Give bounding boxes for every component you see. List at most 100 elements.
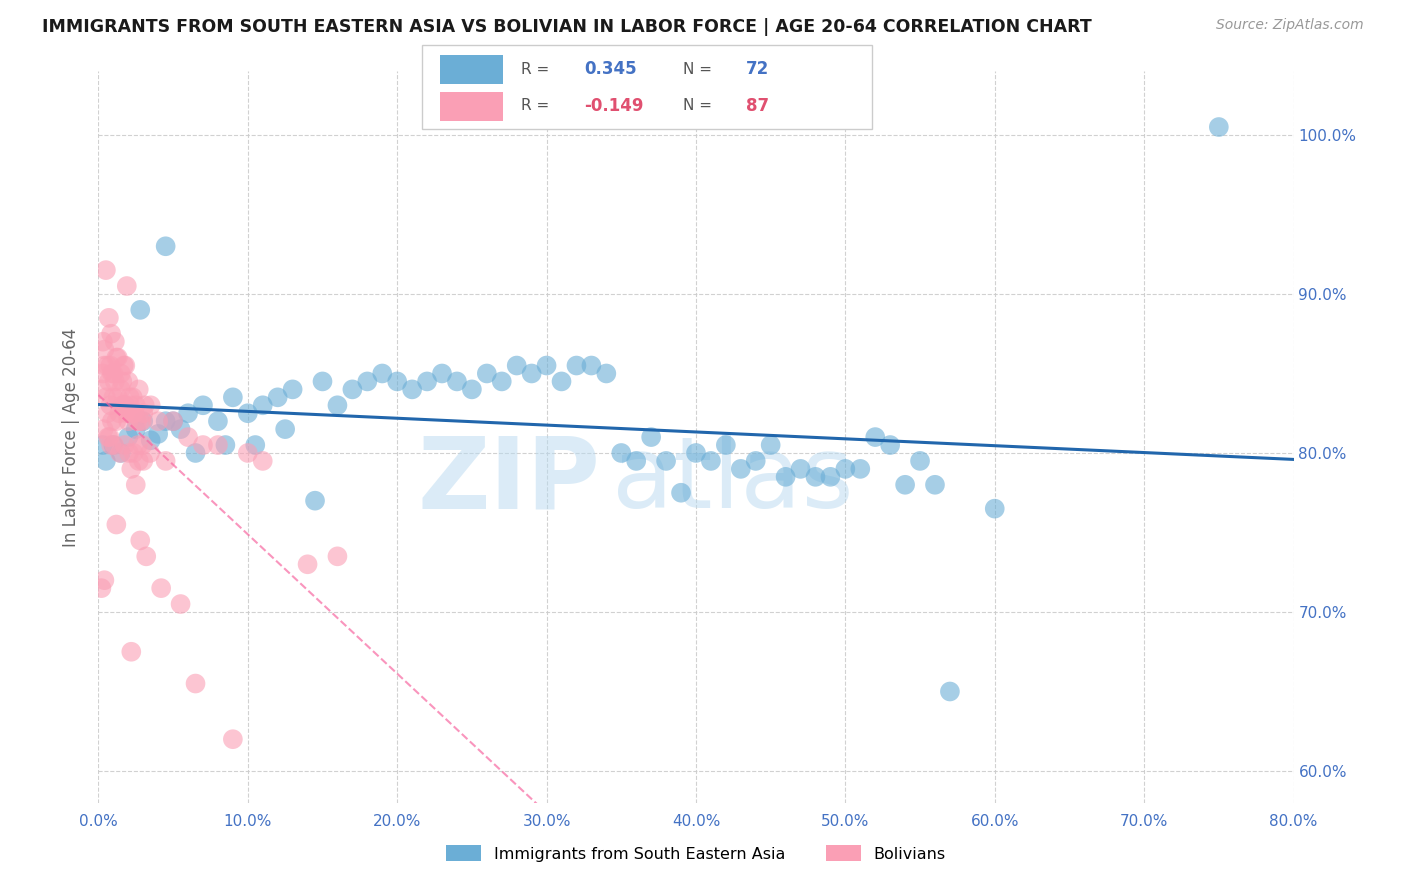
Point bbox=[430, 367, 453, 381]
Point bbox=[114, 359, 136, 373]
Point bbox=[184, 446, 207, 460]
Point bbox=[1208, 120, 1230, 134]
Point bbox=[122, 446, 145, 460]
Point bbox=[105, 414, 128, 428]
Point bbox=[112, 359, 135, 373]
Point bbox=[129, 302, 152, 317]
Point bbox=[93, 573, 115, 587]
Point bbox=[93, 359, 115, 373]
Point bbox=[124, 406, 146, 420]
Point bbox=[91, 438, 114, 452]
Point bbox=[326, 549, 349, 564]
Point bbox=[297, 558, 319, 572]
Point bbox=[135, 549, 157, 564]
Point bbox=[125, 398, 148, 412]
Point bbox=[150, 581, 173, 595]
Point bbox=[125, 422, 148, 436]
Point bbox=[177, 406, 200, 420]
Point bbox=[184, 676, 207, 690]
Point bbox=[595, 367, 617, 381]
Point bbox=[96, 406, 118, 420]
Point bbox=[110, 446, 132, 460]
Point bbox=[191, 438, 214, 452]
Point bbox=[108, 406, 131, 420]
Point bbox=[177, 430, 200, 444]
FancyBboxPatch shape bbox=[440, 54, 503, 84]
Text: 72: 72 bbox=[745, 60, 769, 78]
Point bbox=[117, 414, 139, 428]
Point bbox=[97, 375, 120, 389]
Point bbox=[222, 732, 245, 747]
Point bbox=[714, 438, 737, 452]
Point bbox=[640, 430, 662, 444]
Point bbox=[924, 477, 946, 491]
Point bbox=[267, 390, 290, 404]
Point bbox=[984, 501, 1007, 516]
Point bbox=[105, 517, 128, 532]
Point bbox=[475, 367, 498, 381]
Point bbox=[155, 454, 177, 468]
Point bbox=[101, 414, 124, 428]
Point bbox=[94, 390, 117, 404]
Point bbox=[103, 367, 125, 381]
Text: IMMIGRANTS FROM SOUTH EASTERN ASIA VS BOLIVIAN IN LABOR FORCE | AGE 20-64 CORREL: IMMIGRANTS FROM SOUTH EASTERN ASIA VS BO… bbox=[42, 18, 1092, 36]
Point bbox=[236, 446, 259, 460]
Point bbox=[148, 426, 170, 441]
Point bbox=[93, 343, 115, 357]
Point bbox=[700, 454, 723, 468]
Point bbox=[120, 462, 142, 476]
Point bbox=[139, 446, 162, 460]
Text: N =: N = bbox=[683, 62, 717, 77]
Point bbox=[775, 470, 797, 484]
Point bbox=[120, 645, 142, 659]
Text: -0.149: -0.149 bbox=[583, 96, 644, 114]
Point bbox=[581, 359, 603, 373]
Point bbox=[236, 406, 259, 420]
Point bbox=[939, 684, 962, 698]
Point bbox=[281, 383, 304, 397]
Point bbox=[104, 334, 127, 349]
Point bbox=[118, 398, 141, 412]
Point bbox=[127, 414, 149, 428]
Point bbox=[536, 359, 558, 373]
Point bbox=[655, 454, 678, 468]
Point bbox=[416, 375, 439, 389]
Legend: Immigrants from South Eastern Asia, Bolivians: Immigrants from South Eastern Asia, Boli… bbox=[440, 838, 952, 868]
Point bbox=[131, 414, 153, 428]
Point bbox=[110, 383, 132, 397]
Point bbox=[326, 398, 349, 412]
Point bbox=[222, 390, 245, 404]
Point bbox=[610, 446, 633, 460]
Point bbox=[139, 398, 162, 412]
Point bbox=[865, 430, 887, 444]
Point bbox=[245, 438, 267, 452]
Point bbox=[730, 462, 752, 476]
Point bbox=[520, 367, 543, 381]
Point bbox=[117, 375, 139, 389]
Point bbox=[669, 485, 692, 500]
Point bbox=[108, 446, 131, 460]
Y-axis label: In Labor Force | Age 20-64: In Labor Force | Age 20-64 bbox=[62, 327, 80, 547]
Point bbox=[98, 398, 122, 412]
Point bbox=[908, 454, 931, 468]
Point bbox=[311, 375, 333, 389]
Point bbox=[97, 430, 120, 444]
Point bbox=[107, 351, 129, 365]
Point bbox=[94, 263, 117, 277]
Point bbox=[491, 375, 513, 389]
Point bbox=[849, 462, 872, 476]
Point bbox=[121, 390, 143, 404]
Point bbox=[371, 367, 394, 381]
Point bbox=[252, 454, 274, 468]
Point bbox=[132, 406, 155, 420]
Point bbox=[90, 581, 112, 595]
Point bbox=[93, 422, 115, 436]
Point bbox=[97, 310, 120, 325]
Point bbox=[820, 470, 842, 484]
Point bbox=[401, 383, 423, 397]
Point bbox=[894, 477, 917, 491]
Point bbox=[129, 414, 152, 428]
Point bbox=[565, 359, 588, 373]
Point bbox=[98, 430, 121, 444]
Point bbox=[112, 398, 135, 412]
